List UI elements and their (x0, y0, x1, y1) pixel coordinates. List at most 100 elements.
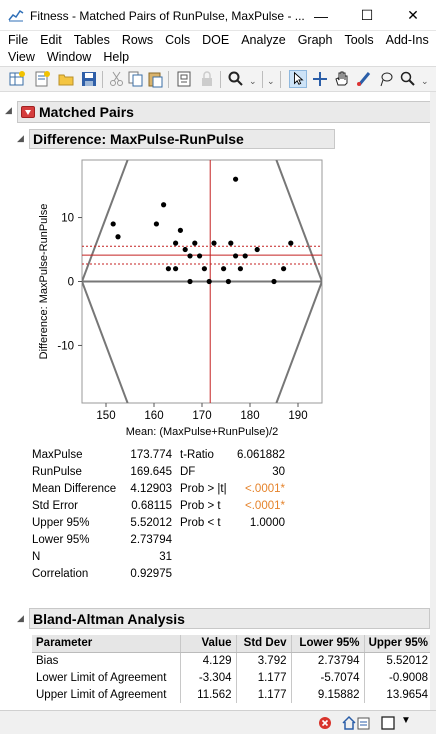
minimize-button[interactable]: — (314, 7, 328, 24)
search-icon[interactable] (227, 70, 245, 88)
cell-value: 11.562 (179, 686, 236, 703)
journal-icon[interactable] (175, 70, 193, 88)
menu-tables[interactable]: Tables (73, 33, 110, 47)
stat-value: 169.645 (130, 466, 172, 478)
bland-altman-header: Bland-Altman Analysis (29, 608, 430, 629)
grabber-hand-icon[interactable] (333, 70, 351, 88)
col-header-std-dev[interactable]: Std Dev (235, 635, 291, 653)
close-button[interactable]: ✕ (407, 7, 419, 23)
vertical-scrollbar[interactable] (430, 92, 436, 710)
boundary-line (82, 160, 129, 282)
layout-dropdown-icon[interactable]: ▼ (401, 715, 411, 726)
magnifier-icon[interactable] (399, 70, 417, 88)
home-icon[interactable] (341, 715, 357, 731)
matched-pairs-header: Matched Pairs (17, 101, 431, 123)
menu-window[interactable]: Window (46, 50, 92, 64)
data-point (187, 278, 193, 285)
data-point (237, 266, 243, 272)
y-axis-label: Difference: MaxPulse-RunPulse (38, 204, 50, 360)
stat-value: <.0001* (245, 483, 285, 495)
matched-pairs-title: Matched Pairs (39, 104, 134, 120)
data-point (271, 278, 277, 285)
menu-help[interactable]: Help (103, 50, 130, 64)
x-tick-label: 180 (240, 410, 259, 422)
cell-std-dev: 1.177 (235, 669, 291, 686)
disclosure-bland-altman-icon[interactable]: ◢ (17, 613, 24, 623)
cell-lower-95: -5.7074 (290, 669, 364, 686)
toolbar-overflow-icon[interactable]: ⌄ (421, 76, 429, 86)
new-data-table-icon[interactable] (8, 70, 26, 88)
bland-altman-title: Bland-Altman Analysis (33, 611, 185, 627)
data-point (206, 278, 212, 285)
y-tick-label: -10 (57, 340, 74, 352)
data-point (197, 253, 203, 259)
new-script-icon[interactable] (33, 70, 51, 88)
menu-rows[interactable]: Rows (121, 33, 154, 47)
toolbar-overflow-icon[interactable]: ⌄ (267, 76, 275, 86)
menu-tools[interactable]: Tools (344, 33, 374, 47)
menu-edit[interactable]: Edit (40, 33, 62, 47)
menu-graph[interactable]: Graph (297, 33, 333, 47)
toolbar-separator (102, 71, 103, 88)
arrow-tool-icon[interactable] (289, 70, 307, 88)
save-icon[interactable] (80, 70, 98, 88)
stop-icon[interactable] (318, 716, 332, 730)
boundary-line (275, 281, 322, 403)
paste-icon[interactable] (146, 70, 164, 88)
cell-lower-95: 9.15882 (290, 686, 364, 703)
stat-label: Prob < t (180, 517, 221, 529)
stat-label: DF (180, 466, 196, 478)
cell-upper-95: 13.9654 (363, 686, 432, 703)
data-point (281, 266, 287, 272)
data-point (187, 253, 193, 259)
x-tick-label: 190 (288, 410, 307, 422)
data-point (233, 253, 239, 259)
data-point (225, 278, 231, 285)
lasso-icon[interactable] (377, 70, 395, 88)
disclosure-difference-icon[interactable]: ◢ (17, 133, 24, 143)
menu-doe[interactable]: DOE (202, 33, 230, 47)
red-triangle-menu-icon[interactable] (21, 106, 35, 118)
toolbar-separator (168, 71, 169, 88)
menu-cols[interactable]: Cols (165, 33, 191, 47)
data-point (177, 227, 183, 233)
cell-lower-95: 2.73794 (290, 652, 364, 669)
menu-view[interactable]: View (8, 50, 35, 64)
open-icon[interactable] (57, 70, 75, 88)
x-tick-label: 150 (96, 410, 115, 422)
menu-analyze[interactable]: Analyze (241, 33, 286, 47)
stat-value: 2.73794 (130, 534, 172, 546)
col-header-parameter[interactable]: Parameter (32, 635, 180, 653)
y-tick-label: 0 (68, 277, 74, 289)
cell-value: 4.129 (179, 652, 236, 669)
col-header-lower-95[interactable]: Lower 95% (290, 635, 364, 653)
crosshair-tool-icon[interactable] (311, 70, 329, 88)
data-point (254, 246, 260, 253)
menu-file[interactable]: File (8, 33, 29, 47)
toolbar-overflow-icon[interactable]: ⌄ (249, 76, 257, 86)
menu-add-ins[interactable]: Add-Ins (385, 33, 429, 47)
toolbar-separator (220, 71, 221, 88)
cell-upper-95: -0.9008 (363, 669, 432, 686)
col-header-value[interactable]: Value (179, 635, 236, 653)
table-header-row: Parameter Value Std Dev Lower 95% Upper … (32, 635, 432, 653)
col-header-upper-95[interactable]: Upper 95% (363, 635, 432, 653)
difference-header: Difference: MaxPulse-RunPulse (29, 129, 335, 149)
brush-icon[interactable] (355, 70, 373, 88)
copy-icon[interactable] (127, 70, 145, 88)
statistics-panel: MaxPulse 173.774 RunPulse 169.645 Mean Diffe… (0, 449, 430, 589)
layout-icon[interactable] (381, 716, 395, 730)
window-list-icon[interactable] (357, 715, 371, 731)
data-point (242, 253, 248, 259)
disclosure-matched-pairs-icon[interactable]: ◢ (5, 105, 12, 115)
cell-parameter: Upper Limit of Agreement (32, 686, 180, 703)
status-bar: ▼ (0, 710, 436, 734)
data-point (110, 221, 116, 227)
maximize-button[interactable]: ☐ (360, 7, 374, 23)
stat-label: Prob > t (180, 500, 221, 512)
cut-icon[interactable] (108, 70, 126, 88)
stat-label: t-Ratio (180, 449, 214, 461)
lock-icon[interactable] (198, 70, 216, 88)
cell-parameter: Bias (32, 652, 180, 669)
stat-value: 1.0000 (249, 517, 285, 529)
